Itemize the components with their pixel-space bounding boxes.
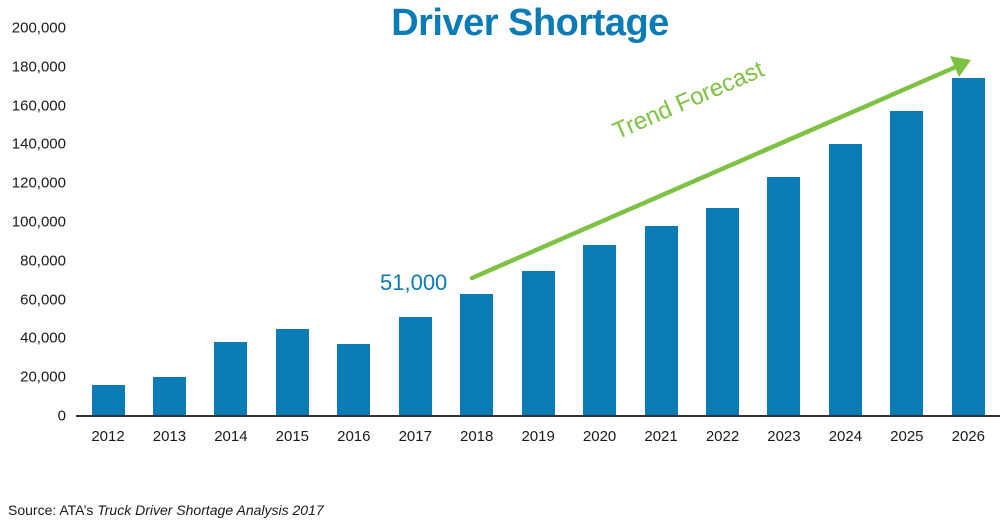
bar-2018 xyxy=(460,293,494,416)
bar-2015 xyxy=(275,328,309,416)
x-tick-label: 2018 xyxy=(460,428,494,445)
y-tick-label: 0 xyxy=(57,407,66,425)
bar-2023 xyxy=(767,177,801,416)
x-tick-label: 2016 xyxy=(337,428,371,445)
bar-2026 xyxy=(951,78,985,416)
x-tick-label: 2019 xyxy=(521,428,555,445)
bar-2017 xyxy=(398,317,432,416)
y-tick-label: 200,000 xyxy=(11,19,66,37)
bar-2019 xyxy=(521,270,555,416)
x-tick-label: 2021 xyxy=(644,428,678,445)
y-tick-label: 160,000 xyxy=(11,97,66,115)
y-tick-label: 180,000 xyxy=(11,58,66,76)
x-tick-label: 2014 xyxy=(214,428,248,445)
bar-2013 xyxy=(152,377,186,416)
bar-2016 xyxy=(337,344,371,416)
bar-2014 xyxy=(214,342,248,416)
x-axis-line xyxy=(76,415,1000,417)
x-tick-label: 2025 xyxy=(890,428,924,445)
y-tick-label: 20,000 xyxy=(20,368,66,386)
source-title: Truck Driver Shortage Analysis 2017 xyxy=(97,502,324,518)
y-tick-label: 40,000 xyxy=(20,329,66,347)
trend-forecast-label: Trend Forecast xyxy=(608,55,769,146)
bar-2022 xyxy=(706,208,739,416)
callout-2017-value: 51,000 xyxy=(380,270,448,295)
source-prefix: Source: ATA’s xyxy=(8,502,98,518)
bar-2021 xyxy=(644,225,678,416)
y-tick-label: 140,000 xyxy=(11,135,66,153)
y-tick-label: 100,000 xyxy=(11,213,66,231)
chart-title: Driver Shortage xyxy=(391,2,669,44)
x-tick-label: 2023 xyxy=(767,428,801,445)
x-tick-label: 2015 xyxy=(275,428,310,445)
bar-2012 xyxy=(91,384,125,416)
x-tick-label: 2024 xyxy=(828,428,863,445)
x-tick-label: 2022 xyxy=(705,428,740,445)
bar-2020 xyxy=(583,245,617,416)
x-tick-label: 2012 xyxy=(91,428,125,445)
x-tick-label: 2026 xyxy=(951,428,985,445)
x-tick-label: 2020 xyxy=(582,428,617,445)
bar-2025 xyxy=(890,111,924,416)
y-tick-label: 80,000 xyxy=(20,252,66,270)
bar-2024 xyxy=(828,144,862,416)
x-tick-label: 2013 xyxy=(152,428,187,445)
y-tick-label: 60,000 xyxy=(20,291,66,309)
x-tick-label: 2017 xyxy=(398,428,432,445)
source-note: Source: ATA’s Truck Driver Shortage Anal… xyxy=(8,502,324,518)
y-tick-label: 120,000 xyxy=(11,174,66,192)
